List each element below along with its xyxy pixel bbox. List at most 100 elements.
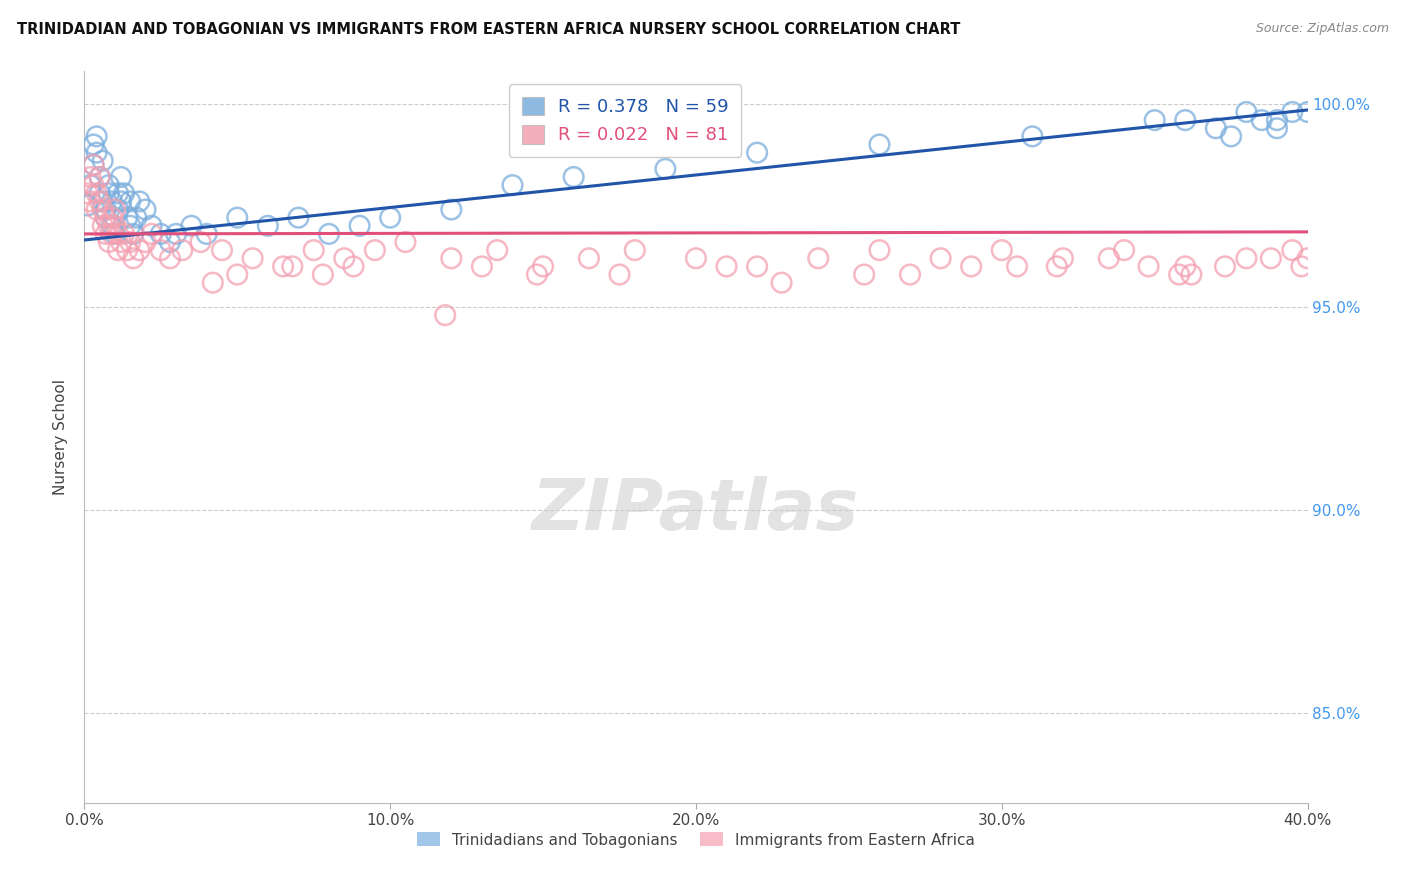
Point <box>94 211 117 225</box>
Point <box>1220 129 1243 144</box>
Point <box>79 194 101 209</box>
Point <box>211 243 233 257</box>
Point <box>991 243 1014 257</box>
Point <box>79 178 101 193</box>
Point <box>747 145 769 160</box>
Point <box>1291 260 1313 274</box>
Point <box>94 227 117 241</box>
Point <box>807 252 830 266</box>
Point <box>159 235 181 249</box>
Point <box>79 169 101 184</box>
Point <box>89 186 111 201</box>
Point <box>869 137 891 152</box>
Point <box>394 235 416 249</box>
Point <box>149 243 172 257</box>
Point <box>122 252 145 266</box>
Point <box>242 252 264 266</box>
Point <box>1114 243 1136 257</box>
Point <box>1174 260 1197 274</box>
Point <box>76 186 98 201</box>
Point <box>471 260 494 274</box>
Point <box>97 235 120 249</box>
Point <box>201 276 224 290</box>
Point <box>898 268 921 282</box>
Point <box>86 129 108 144</box>
Point <box>685 252 707 266</box>
Point <box>97 186 120 201</box>
Point <box>869 243 891 257</box>
Point <box>716 260 738 274</box>
Point <box>135 235 157 249</box>
Point <box>1281 243 1303 257</box>
Point <box>91 202 114 217</box>
Point <box>112 186 135 201</box>
Point <box>226 268 249 282</box>
Point <box>107 227 129 241</box>
Point <box>853 268 876 282</box>
Point <box>1281 105 1303 120</box>
Point <box>128 243 150 257</box>
Point <box>120 235 142 249</box>
Point <box>1046 260 1069 274</box>
Point <box>120 219 142 233</box>
Point <box>195 227 218 241</box>
Point <box>128 194 150 209</box>
Point <box>257 219 280 233</box>
Point <box>440 202 463 217</box>
Point <box>97 219 120 233</box>
Point <box>929 252 952 266</box>
Point <box>654 161 676 176</box>
Point <box>1005 260 1028 274</box>
Point <box>1213 260 1236 274</box>
Point <box>104 219 127 233</box>
Point <box>747 260 769 274</box>
Text: ZIPatlas: ZIPatlas <box>533 475 859 545</box>
Text: Source: ZipAtlas.com: Source: ZipAtlas.com <box>1256 22 1389 36</box>
Point <box>1236 105 1258 120</box>
Point <box>1052 252 1074 266</box>
Point <box>1098 252 1121 266</box>
Point <box>141 219 163 233</box>
Point <box>159 252 181 266</box>
Point <box>1143 113 1166 128</box>
Text: TRINIDADIAN AND TOBAGONIAN VS IMMIGRANTS FROM EASTERN AFRICA NURSERY SCHOOL CORR: TRINIDADIAN AND TOBAGONIAN VS IMMIGRANTS… <box>17 22 960 37</box>
Point <box>120 194 142 209</box>
Point <box>318 227 340 241</box>
Point <box>110 169 132 184</box>
Point <box>434 308 457 322</box>
Point <box>86 186 108 201</box>
Point <box>440 252 463 266</box>
Point <box>89 194 111 209</box>
Point <box>1168 268 1191 282</box>
Point <box>1205 121 1227 136</box>
Point <box>97 178 120 193</box>
Point <box>104 202 127 217</box>
Point <box>281 260 304 274</box>
Point <box>149 227 172 241</box>
Point <box>190 235 212 249</box>
Point <box>94 202 117 217</box>
Point <box>302 243 325 257</box>
Y-axis label: Nursery School: Nursery School <box>53 379 69 495</box>
Legend: Trinidadians and Tobagonians, Immigrants from Eastern Africa: Trinidadians and Tobagonians, Immigrants… <box>411 826 981 854</box>
Point <box>101 211 124 225</box>
Point <box>83 137 105 152</box>
Point <box>91 219 114 233</box>
Point <box>578 252 600 266</box>
Point <box>107 243 129 257</box>
Point <box>770 276 793 290</box>
Point <box>333 252 356 266</box>
Point <box>349 219 371 233</box>
Point <box>342 260 364 274</box>
Point <box>110 194 132 209</box>
Point <box>364 243 387 257</box>
Point <box>486 243 509 257</box>
Point <box>91 194 114 209</box>
Point <box>226 211 249 225</box>
Point <box>112 227 135 241</box>
Point <box>115 243 138 257</box>
Point <box>1236 252 1258 266</box>
Point <box>89 169 111 184</box>
Point <box>1260 252 1282 266</box>
Point <box>83 158 105 172</box>
